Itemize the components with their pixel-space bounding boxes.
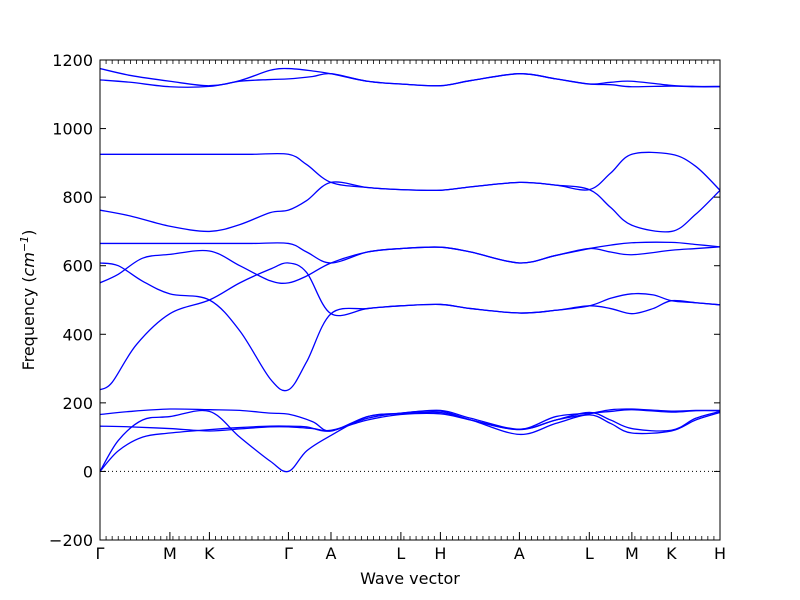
band-line-7 xyxy=(100,246,720,284)
x-tick-label: L xyxy=(585,544,594,563)
plot-frame xyxy=(99,59,721,541)
band-line-2 xyxy=(100,410,720,472)
y-axis-label: Frequency (cm−1) xyxy=(18,230,39,371)
x-axis-label: Wave vector xyxy=(360,569,460,588)
y-axis-label-exponent: −1 xyxy=(18,236,31,252)
x-tick-label: M xyxy=(163,544,177,563)
y-tick-label: 600 xyxy=(62,257,93,276)
y-tick-label: 800 xyxy=(62,188,93,207)
y-axis-ticks: −200 0 200 400 600 800 1000 1200 xyxy=(49,51,720,550)
y-axis-label-unit: cm xyxy=(19,252,38,276)
x-tick-label: Γ xyxy=(96,544,105,563)
x-tick-label: L xyxy=(396,544,405,563)
y-tick-label: 1000 xyxy=(52,120,93,139)
y-tick-label: −200 xyxy=(49,531,93,550)
band-line-6 xyxy=(100,262,720,392)
x-tick-label: A xyxy=(326,544,337,563)
y-axis-label-suffix: ) xyxy=(19,230,38,236)
plot-area xyxy=(99,59,721,541)
band-line-10 xyxy=(100,151,720,192)
y-tick-label: 0 xyxy=(83,462,93,481)
y-tick-label: 1200 xyxy=(52,51,93,70)
y-axis-label-prefix: Frequency ( xyxy=(19,276,38,370)
y-tick-label: 400 xyxy=(62,325,93,344)
x-tick-label: M xyxy=(625,544,639,563)
x-tick-label: A xyxy=(514,544,525,563)
band-line-5 xyxy=(100,262,720,391)
y-tick-label: 200 xyxy=(62,394,93,413)
x-tick-label: K xyxy=(666,544,677,563)
band-line-12 xyxy=(100,67,720,88)
x-tick-label: H xyxy=(434,544,446,563)
band-line-4 xyxy=(100,408,720,432)
band-line-1 xyxy=(100,409,720,473)
x-tick-label: Γ xyxy=(284,544,293,563)
band-line-8 xyxy=(100,241,720,264)
x-tick-label: H xyxy=(714,544,726,563)
phonon-bands xyxy=(100,67,720,473)
band-line-3 xyxy=(100,409,720,432)
x-tick-label: K xyxy=(204,544,215,563)
